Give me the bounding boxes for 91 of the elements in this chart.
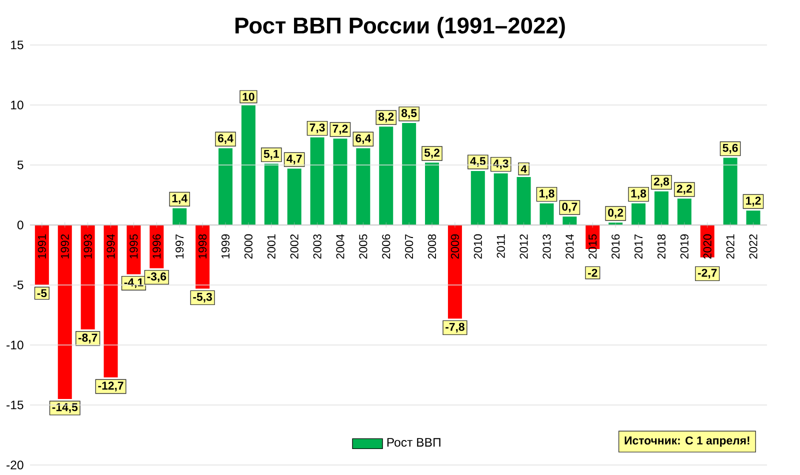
data-label: -2	[588, 268, 598, 277]
y-tick-label: 5	[17, 160, 24, 170]
data-label: 5,6	[722, 144, 738, 154]
legend-label: Рост ВВП	[387, 438, 440, 447]
data-label: -14,5	[52, 403, 78, 413]
bar	[723, 158, 738, 225]
x-tick-label: 2020	[703, 234, 712, 259]
x-tick-label: 2006	[382, 234, 390, 259]
x-tick-label: 1997	[176, 234, 184, 258]
chart-title: Рост ВВП России (1991–2022)	[235, 16, 565, 38]
data-label: -4,1	[124, 278, 144, 288]
bar	[80, 225, 95, 330]
x-tick-label: 2003	[313, 234, 322, 259]
x-tick-label: 1994	[106, 234, 115, 258]
x-tick-label: 2019	[680, 234, 688, 259]
data-label: -7,8	[446, 322, 464, 333]
data-label: 5,1	[264, 150, 280, 160]
bar	[746, 210, 760, 225]
y-tick-label: -5	[13, 280, 24, 290]
x-tick-label: 2021	[726, 234, 734, 259]
data-label: 4	[520, 164, 527, 173]
bar	[172, 208, 187, 225]
bar	[333, 138, 348, 225]
x-tick-label: 1996	[152, 234, 161, 258]
x-tick-label: 2015	[588, 234, 597, 259]
x-tick-label: 2013	[542, 234, 551, 259]
data-label: 4,3	[493, 159, 508, 170]
data-label: 0,7	[562, 202, 578, 212]
bar	[356, 148, 370, 225]
bar	[104, 225, 118, 378]
y-tick-label: 0	[17, 220, 24, 230]
x-tick-label: 1992	[60, 234, 69, 258]
data-label: -5,3	[193, 292, 212, 303]
bar	[58, 225, 72, 399]
data-label: 1,2	[746, 196, 761, 206]
data-label: 1,8	[540, 189, 554, 200]
bar	[218, 148, 232, 225]
x-tick-label: 2018	[657, 234, 666, 259]
y-tick-label: 15	[11, 40, 24, 50]
x-tick-label: 2004	[336, 234, 344, 259]
data-label: 2,2	[676, 184, 692, 194]
x-tick-label: 1991	[38, 234, 46, 258]
data-label: -12,7	[98, 382, 124, 392]
x-tick-label: 2022	[749, 234, 758, 259]
x-tick-label: 2012	[520, 234, 528, 259]
bar	[562, 216, 577, 225]
x-tick-label: 2011	[496, 234, 505, 258]
bar	[287, 168, 302, 225]
x-tick-label: 2016	[612, 234, 620, 259]
x-tick-label: 2002	[290, 234, 298, 259]
bar	[425, 162, 440, 225]
x-tick-label: 2007	[405, 234, 414, 259]
x-tick-label: 1993	[84, 234, 92, 258]
y-tick-label: -10	[6, 340, 24, 350]
x-tick-label: 1999	[221, 234, 230, 258]
x-tick-label: 1998	[198, 234, 207, 258]
data-label: 8,2	[378, 112, 394, 122]
data-label: 6,4	[218, 134, 234, 144]
x-tick-label: 1995	[130, 234, 138, 258]
data-label: 0,2	[608, 208, 624, 218]
data-label: 2,8	[654, 177, 670, 188]
x-tick-label: 2017	[634, 234, 643, 259]
bar	[379, 126, 394, 225]
x-tick-label: 2005	[359, 234, 368, 259]
data-label: -2,7	[698, 268, 717, 279]
bar	[677, 198, 692, 225]
data-label: -5	[37, 289, 47, 298]
y-tick-label: -15	[6, 400, 24, 410]
data-label: 7,3	[310, 123, 325, 134]
annotation: Источник: С 1 апреля!	[624, 436, 750, 447]
data-label: -3,6	[147, 272, 166, 282]
data-label: 4,5	[470, 157, 486, 167]
y-tick-label: -20	[6, 460, 24, 470]
data-label: 5,2	[424, 148, 440, 158]
x-tick-label: 2014	[566, 234, 574, 259]
data-label: 7,2	[332, 124, 348, 134]
data-label: 10	[242, 92, 254, 101]
x-tick-label: 2008	[428, 234, 436, 259]
bar	[34, 225, 49, 285]
data-label: 4,7	[286, 154, 302, 164]
data-label: 1,8	[631, 189, 646, 200]
data-label: 8,5	[401, 109, 417, 119]
x-tick-label: 2001	[267, 234, 276, 259]
data-label: -8,7	[78, 334, 98, 344]
bar	[264, 164, 278, 225]
x-tick-label: 2000	[244, 234, 252, 259]
y-tick-label: 10	[11, 100, 24, 110]
data-label: 1,4	[172, 194, 188, 204]
x-tick-label: 2010	[474, 234, 482, 259]
x-tick-label: 2009	[450, 234, 459, 259]
data-label: 6,4	[356, 134, 372, 144]
